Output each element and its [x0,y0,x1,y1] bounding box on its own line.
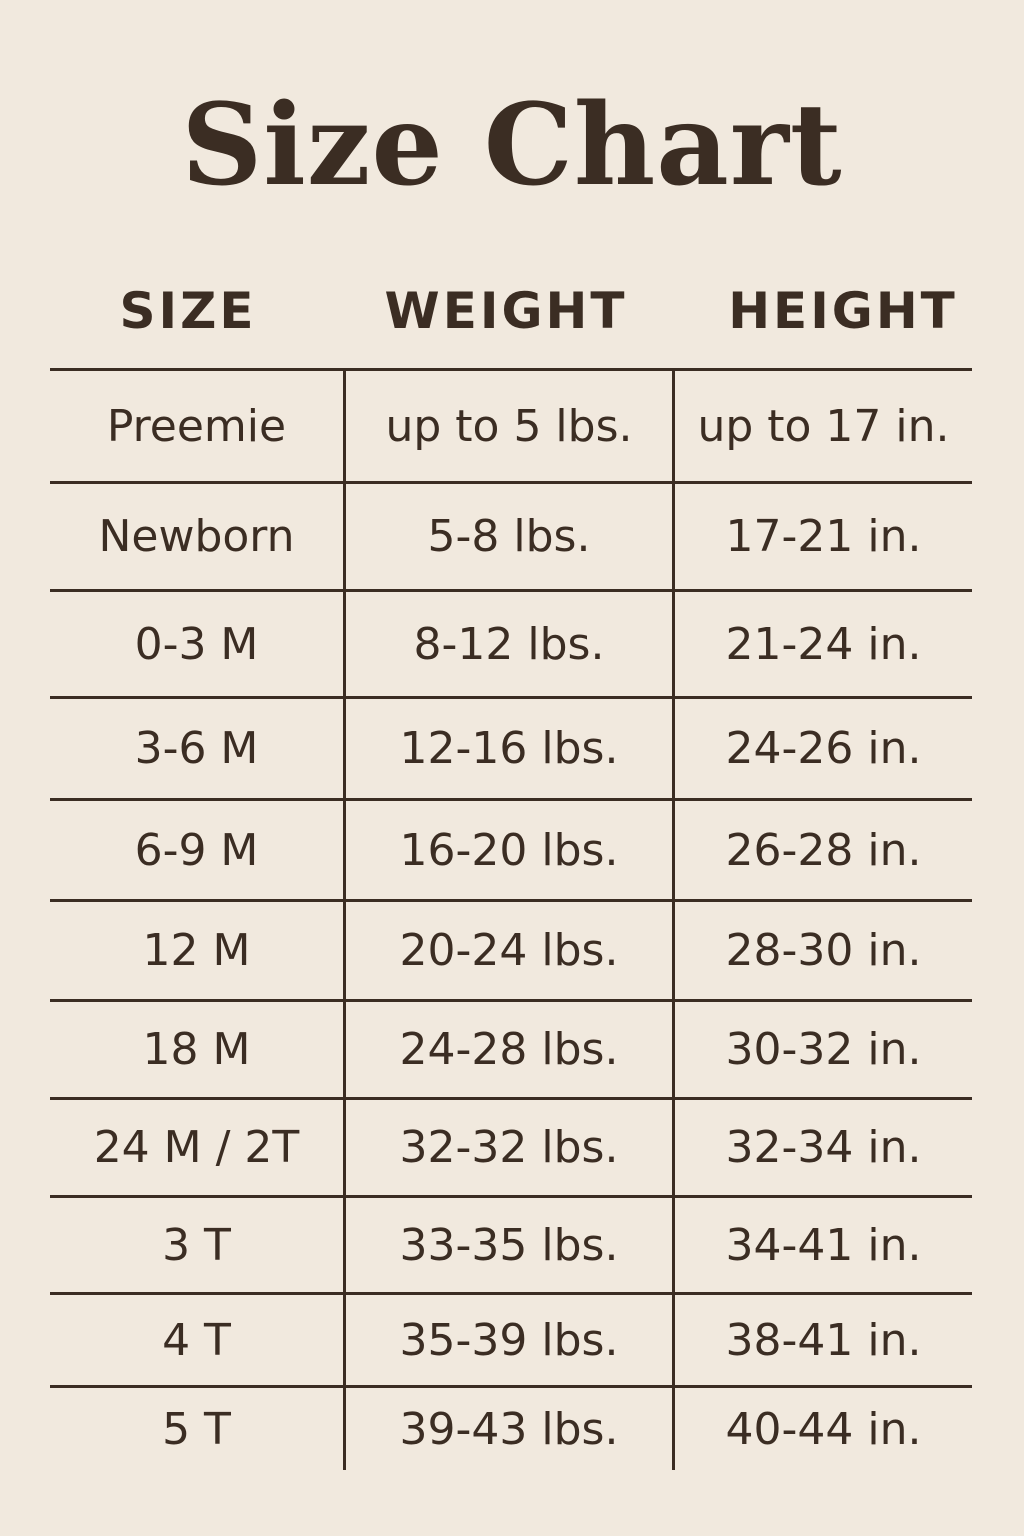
cell-height: 38-41 in. [725,1314,922,1366]
cell-height: 30-32 in. [725,1024,922,1075]
cell-height: up to 17 in. [697,400,950,452]
cell-weight: 24-28 lbs. [346,1002,675,1097]
table-row: Preemie up to 5 lbs. up to 17 in. [50,368,972,481]
cell-weight: 12-16 lbs. [346,699,675,798]
cell-weight: 8-12 lbs. [346,592,675,696]
cell-height: 28-30 in. [725,925,922,976]
column-header-height: HEIGHT [728,282,958,340]
cell-weight: up to 5 lbs. [346,371,675,481]
cell-height: 21-24 in. [725,618,922,670]
cell-height: 17-21 in. [725,511,922,562]
cell-weight: 20-24 lbs. [346,902,675,999]
table-row: 0-3 M 8-12 lbs. 21-24 in. [50,589,972,696]
cell-weight: 16-20 lbs. [346,801,675,899]
column-header-size: SIZE [119,282,257,340]
cell-size: Preemie [50,371,346,481]
table-row: 5 T 39-43 lbs. 40-44 in. [50,1385,972,1470]
size-table: Preemie up to 5 lbs. up to 17 in. Newborn 5-… [50,368,972,1470]
cell-size: 0-3 M [50,592,346,696]
cell-size: Newborn [50,484,346,589]
cell-weight: 32-32 lbs. [346,1100,675,1195]
page-title: Size Chart [181,80,843,211]
cell-size: 18 M [50,1002,346,1097]
cell-height: 34-41 in. [725,1219,922,1271]
cell-size: 3-6 M [50,699,346,798]
cell-size: 12 M [50,902,346,999]
cell-height: 26-28 in. [725,824,922,876]
cell-height: 32-34 in. [725,1122,922,1173]
table-row: 12 M 20-24 lbs. 28-30 in. [50,899,972,999]
cell-weight: 35-39 lbs. [346,1295,675,1385]
table-row: 3-6 M 12-16 lbs. 24-26 in. [50,696,972,798]
cell-weight: 39-43 lbs. [346,1388,675,1470]
table-row: Newborn 5-8 lbs. 17-21 in. [50,481,972,589]
table-row: 6-9 M 16-20 lbs. 26-28 in. [50,798,972,899]
table-row: 3 T 33-35 lbs. 34-41 in. [50,1195,972,1292]
cell-size: 3 T [50,1198,346,1292]
cell-size: 24 M / 2T [50,1100,346,1195]
table-row: 18 M 24-28 lbs. 30-32 in. [50,999,972,1097]
cell-weight: 5-8 lbs. [346,484,675,589]
cell-weight: 33-35 lbs. [346,1198,675,1292]
cell-height: 40-44 in. [725,1403,922,1455]
cell-size: 6-9 M [50,801,346,899]
cell-size: 5 T [50,1388,346,1470]
table-row: 4 T 35-39 lbs. 38-41 in. [50,1292,972,1385]
table-row: 24 M / 2T 32-32 lbs. 32-34 in. [50,1097,972,1195]
cell-size: 4 T [50,1295,346,1385]
column-header-weight: WEIGHT [384,282,628,340]
cell-height: 24-26 in. [725,723,922,774]
